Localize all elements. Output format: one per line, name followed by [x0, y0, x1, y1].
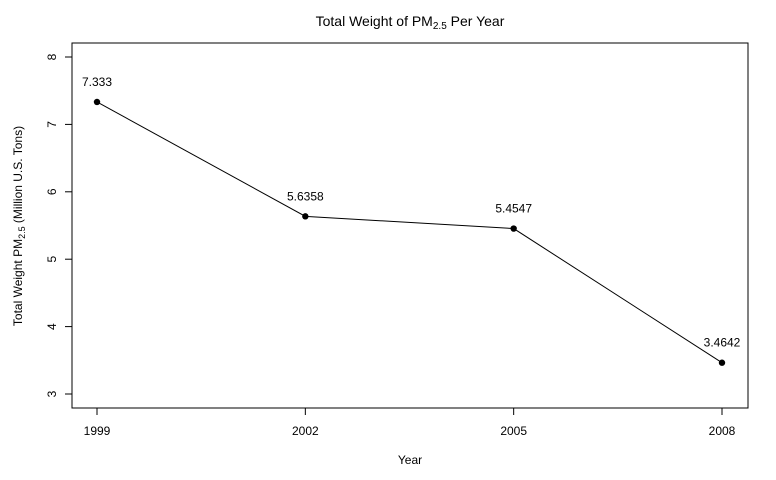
x-tick-label: 2002	[292, 424, 319, 438]
chart-title-subscript: 2.5	[433, 21, 447, 32]
x-axis-label: Year	[398, 453, 422, 467]
x-axis: 1999 2002 2005 2008	[84, 408, 736, 438]
y-axis-label-suffix: (Million U.S. Tons)	[11, 126, 25, 226]
y-axis-label: Total Weight PM2.5 (Million U.S. Tons)	[11, 126, 27, 326]
x-tick-label: 2005	[500, 424, 527, 438]
chart-title-suffix: Per Year	[447, 13, 505, 29]
data-point	[93, 98, 101, 106]
series-group: 7.333 5.6358 5.4547 3.4642	[82, 75, 741, 366]
y-axis-label-prefix: Total Weight PM	[11, 239, 25, 326]
y-tick-label: 5	[45, 256, 59, 263]
data-point	[510, 225, 517, 232]
y-tick-label: 8	[45, 53, 59, 60]
y-tick-label: 4	[45, 323, 59, 330]
data-label: 5.4547	[495, 202, 532, 216]
y-tick-label: 6	[45, 188, 59, 195]
x-tick-label: 2008	[709, 424, 736, 438]
data-point	[302, 213, 309, 220]
data-label: 3.4642	[704, 336, 741, 350]
x-tick-label: 1999	[84, 424, 111, 438]
y-axis-label-subscript: 2.5	[17, 226, 27, 239]
chart-title-prefix: Total Weight of PM	[316, 13, 433, 29]
series-line	[96, 101, 723, 364]
y-tick-label: 7	[45, 121, 59, 128]
plot-frame	[71, 42, 749, 409]
data-label: 5.6358	[287, 189, 324, 203]
chart-title: Total Weight of PM2.5 Per Year	[316, 13, 505, 32]
data-label: 7.333	[82, 75, 112, 89]
data-point	[718, 359, 726, 366]
y-tick-label: 3	[45, 390, 59, 397]
y-axis: 3 4 5 6 7 8	[45, 53, 72, 397]
